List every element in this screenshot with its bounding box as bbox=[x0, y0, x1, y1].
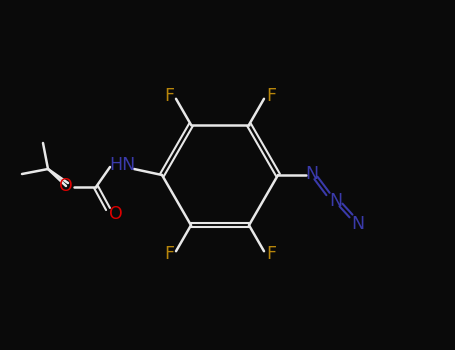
Text: N: N bbox=[329, 192, 343, 210]
Text: N: N bbox=[351, 215, 364, 233]
Text: F: F bbox=[266, 245, 276, 263]
Text: O: O bbox=[109, 205, 123, 223]
Text: HN: HN bbox=[109, 156, 135, 174]
Text: F: F bbox=[266, 87, 276, 105]
Text: O: O bbox=[59, 177, 73, 195]
Text: F: F bbox=[164, 245, 174, 263]
Text: N: N bbox=[305, 165, 318, 183]
Text: F: F bbox=[164, 87, 174, 105]
